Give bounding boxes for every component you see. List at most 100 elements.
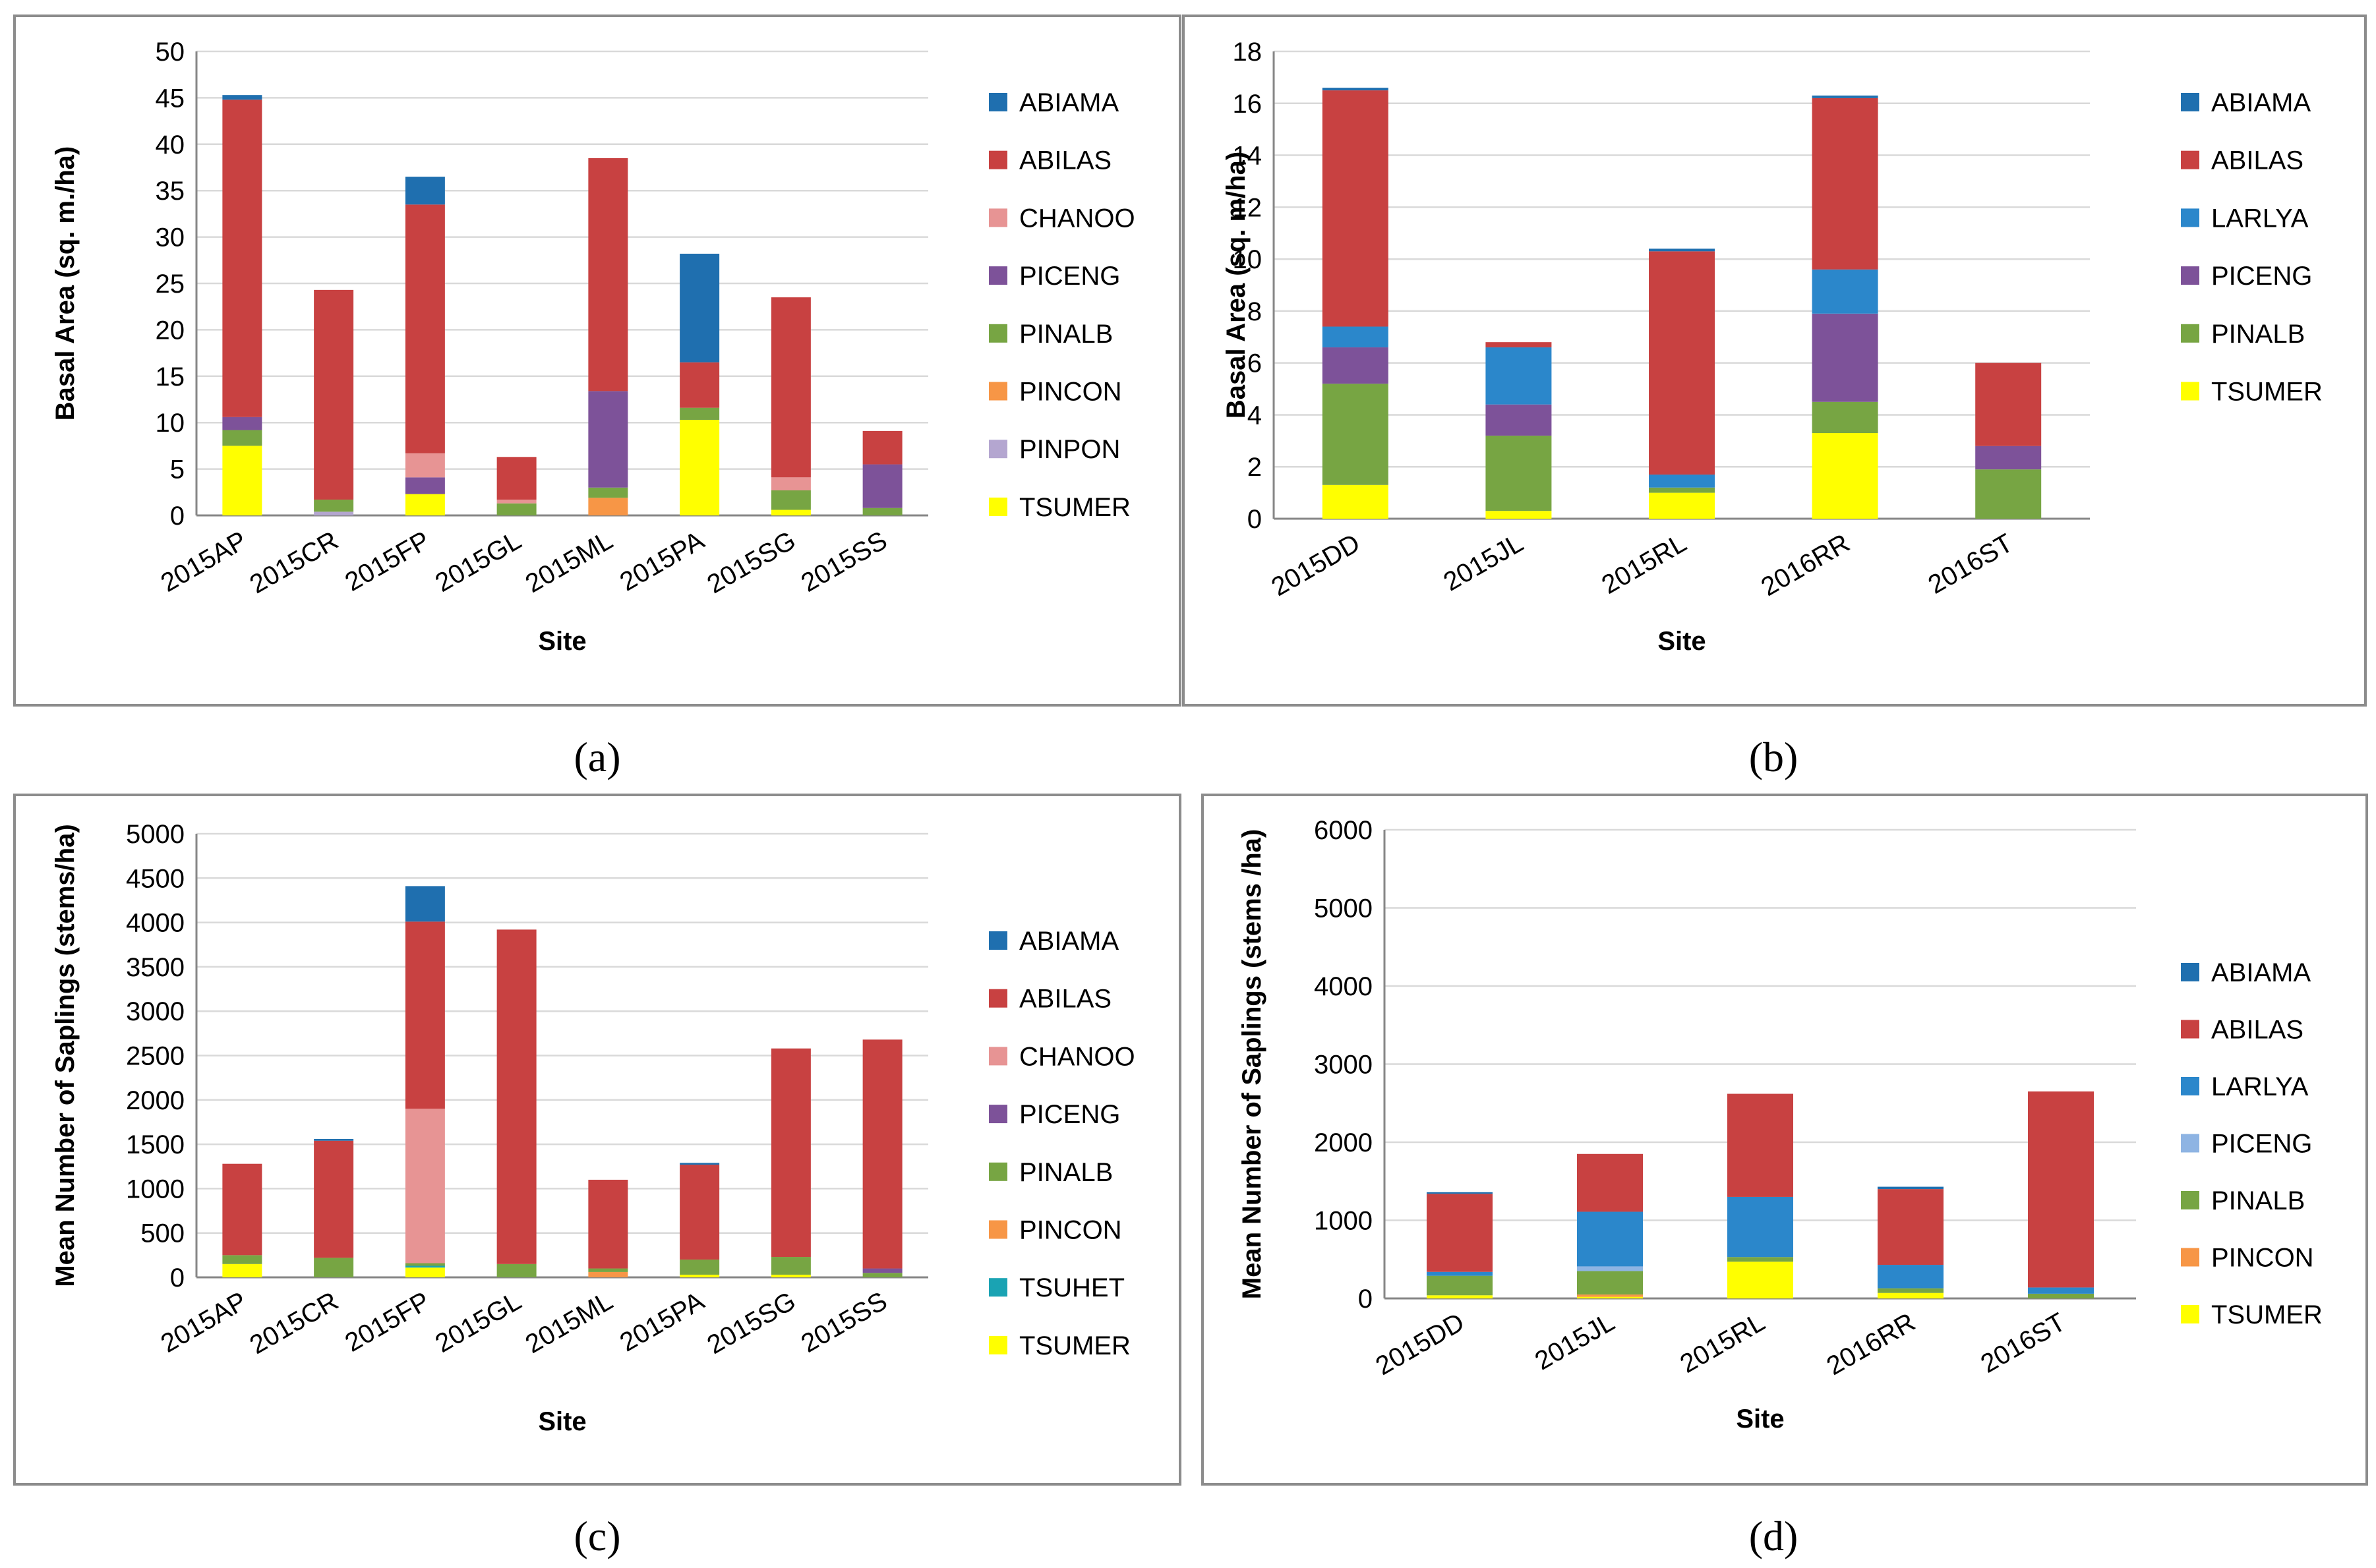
bar-segment-abilas-2016rr <box>1812 98 1878 270</box>
bar-segment-pincon-2015ml <box>588 1271 628 1277</box>
panel-d-label: (d) <box>1749 1513 1798 1559</box>
bar-segment-tsumer-2015sg <box>771 1274 811 1277</box>
bar-segment-larlya-2015dd <box>1322 326 1388 348</box>
bar-segment-pinalb-2015rl <box>1649 487 1715 493</box>
bar-segment-piceng-2015dd <box>1322 347 1388 384</box>
legend-label-larlya: LARLYA <box>2211 204 2309 233</box>
y-tick-label: 0 <box>170 502 185 531</box>
y-tick-label: 10 <box>156 409 185 438</box>
bar-segment-pinalb-2015ap <box>222 1255 262 1264</box>
bar-segment-pinalb-2015ap <box>222 430 262 446</box>
legend-label-abilas: ABILAS <box>1019 146 1112 175</box>
bar-segment-tsumer-2015jl <box>1577 1296 1643 1298</box>
legend-label-pinpon: PINPON <box>1019 435 1120 464</box>
y-tick-label: 45 <box>156 84 185 113</box>
bar-segment-pinalb-2015cr <box>314 1258 354 1277</box>
y-tick-label: 0 <box>1247 505 1262 534</box>
legend-label-piceng: PICENG <box>1019 262 1120 291</box>
bar-segment-piceng-2015ss <box>862 464 903 508</box>
y-tick-label: 1000 <box>126 1175 185 1204</box>
legend-swatch-piceng <box>2181 266 2199 285</box>
y-tick-label: 6000 <box>1314 816 1373 845</box>
legend-label-tsumer: TSUMER <box>2211 378 2323 407</box>
y-tick-label: 20 <box>156 316 185 345</box>
bar-segment-pinalb-2015gl <box>496 1263 537 1277</box>
bar-segment-piceng-2015ap <box>222 417 262 430</box>
y-tick-label: 4000 <box>126 909 185 938</box>
legend-swatch-tsumer <box>2181 1305 2199 1323</box>
bar-segment-abilas-2015dd <box>1322 90 1388 327</box>
legend-label-abilas: ABILAS <box>2211 1016 2303 1045</box>
legend-label-tsuhet: TSUHET <box>1019 1273 1125 1302</box>
bar-segment-abiama-2015ap <box>222 95 262 100</box>
y-tick-label: 16 <box>1233 90 1262 119</box>
legend-swatch-larlya <box>2181 1077 2199 1095</box>
bar-segment-pinalb-2015jl <box>1577 1271 1643 1295</box>
legend-label-abilas: ABILAS <box>2211 146 2303 175</box>
y-tick-label: 35 <box>156 177 185 206</box>
legend-swatch-chanoo <box>989 1047 1007 1066</box>
y-tick-label: 2000 <box>126 1086 185 1115</box>
legend-swatch-tsumer <box>989 1335 1007 1354</box>
y-tick-label: 4000 <box>1314 972 1373 1001</box>
bar-segment-tsumer-2015fp <box>405 1267 445 1277</box>
bar-segment-abilas-2015gl <box>496 457 537 500</box>
legend-swatch-abiama <box>2181 963 2199 981</box>
y-tick-label: 3000 <box>1314 1051 1373 1080</box>
bar-segment-pinalb-2015ml <box>588 487 628 498</box>
bar-segment-chanoo-2015fp <box>405 453 445 478</box>
y-tick-label: 1500 <box>126 1130 185 1159</box>
legend-swatch-abilas <box>2181 150 2199 169</box>
bar-segment-chanoo-2015fp <box>405 1109 445 1263</box>
bar-segment-larlya-2015rl <box>1649 475 1715 488</box>
legend-swatch-tsumer <box>2181 382 2199 401</box>
panel-b-x-axis-title: Site <box>1657 627 1706 656</box>
y-tick-label: 1000 <box>1314 1207 1373 1236</box>
bar-segment-abilas-2015sg <box>771 297 811 478</box>
legend-label-abiama: ABIAMA <box>2211 958 2311 987</box>
y-tick-label: 12 <box>1233 193 1262 222</box>
bar-segment-piceng-2015jl <box>1577 1266 1643 1271</box>
bar-segment-abilas-2015sg <box>771 1048 811 1258</box>
panel-a-x-axis-title: Site <box>538 627 586 656</box>
bar-segment-pincon-2015ml <box>588 498 628 515</box>
bar-segment-abiama-2016rr <box>1812 95 1878 98</box>
y-tick-label: 4500 <box>126 864 185 893</box>
legend-swatch-pinpon <box>989 440 1007 459</box>
y-tick-label: 50 <box>156 38 185 67</box>
bar-segment-larlya-2016rr <box>1878 1265 1944 1289</box>
y-tick-label: 18 <box>1233 38 1262 67</box>
legend-swatch-abilas <box>989 150 1007 169</box>
legend-label-larlya: LARLYA <box>2211 1072 2309 1101</box>
bar-segment-tsumer-2016rr <box>1812 433 1878 519</box>
legend-label-pinalb: PINALB <box>1019 1158 1113 1187</box>
bar-segment-tsuhet-2015fp <box>405 1265 445 1268</box>
y-tick-label: 25 <box>156 270 185 299</box>
bar-segment-abilas-2015fp <box>405 921 445 1109</box>
bar-segment-pinalb-2015gl <box>496 503 537 515</box>
panel-a: 051015202530354045502015AP2015CR2015FP20… <box>13 15 1181 780</box>
panel-c: 0 500 1000 1500 2000 2500 3000 3500 4000 4500 5000… <box>13 794 1181 1559</box>
y-tick-label: 2000 <box>1314 1128 1373 1157</box>
bar-segment-piceng-2015ml <box>588 391 628 488</box>
bar-segment-pinalb-2015dd <box>1322 384 1388 485</box>
legend-swatch-tsuhet <box>989 1278 1007 1297</box>
legend-label-abiama: ABIAMA <box>2211 88 2311 117</box>
bar-segment-piceng-2015ss <box>862 1268 903 1273</box>
bar-segment-abiama-2015pa <box>680 1163 720 1165</box>
legend-swatch-abilas <box>989 989 1007 1008</box>
bar-segment-tsumer-2015fp <box>405 494 445 515</box>
bar-segment-pinalb-2015cr <box>314 500 354 512</box>
bar-segment-tsumer-2015ap <box>222 1263 262 1277</box>
bar-segment-abiama-2015fp <box>405 886 445 922</box>
bar-segment-abilas-2015dd <box>1427 1194 1493 1272</box>
bar-segment-abilas-2015rl <box>1727 1093 1793 1197</box>
legend-label-piceng: PICENG <box>2211 1130 2312 1159</box>
bar-segment-pinalb-2016st <box>2028 1293 2094 1298</box>
bar-segment-pinalb-2015fp <box>405 1263 445 1266</box>
bar-segment-abilas-2015ap <box>222 1163 262 1256</box>
panel-b-label: (b) <box>1749 734 1798 780</box>
legend-label-chanoo: CHANOO <box>1019 204 1135 233</box>
legend-swatch-pincon <box>989 1220 1007 1239</box>
